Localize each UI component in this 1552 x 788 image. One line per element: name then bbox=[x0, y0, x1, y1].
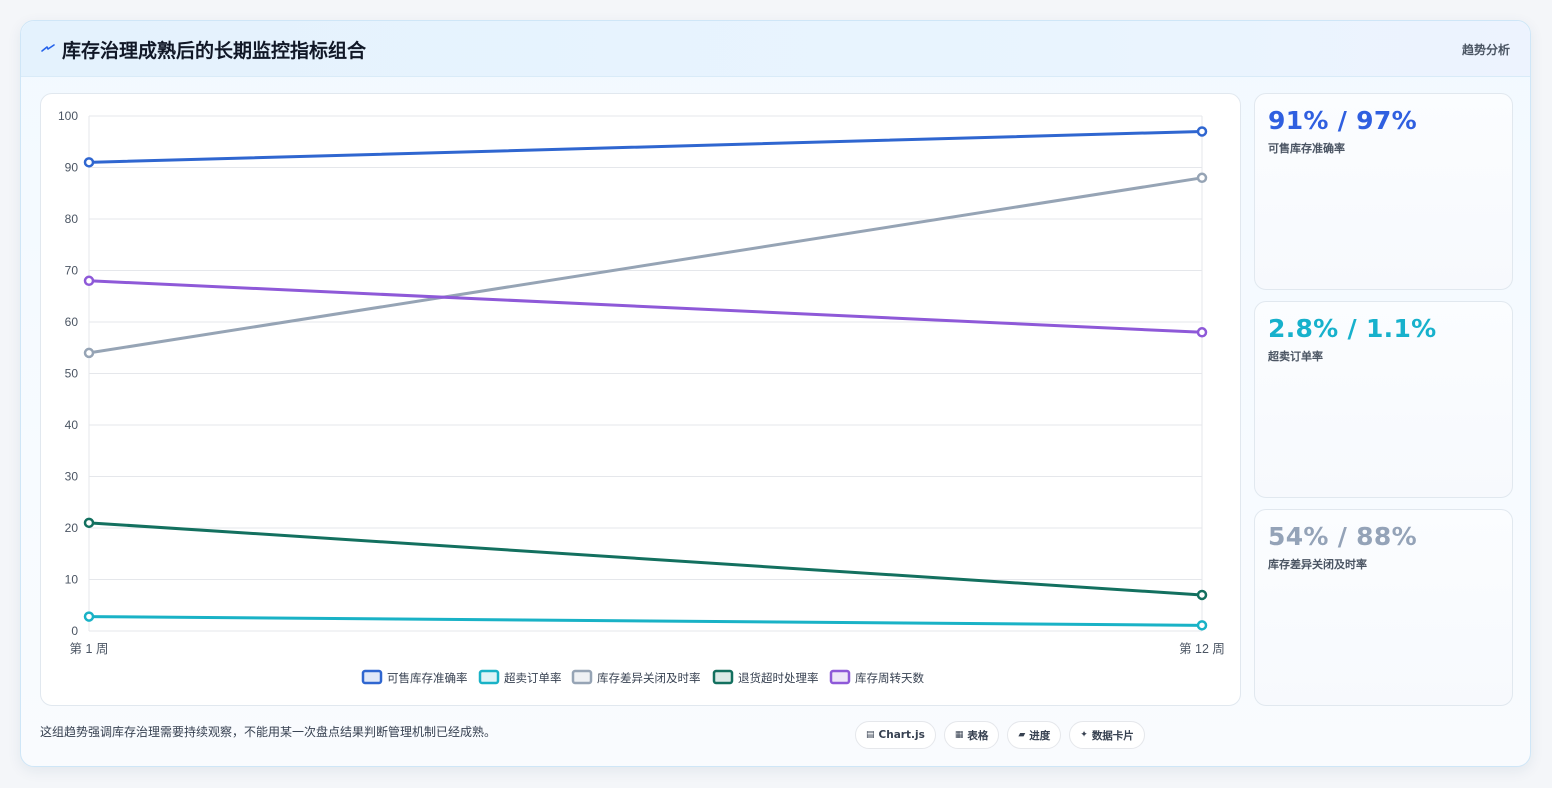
y-tick-label: 100 bbox=[58, 109, 78, 123]
data-point bbox=[83, 611, 95, 622]
stat-label: 库存差异关闭及时率 bbox=[1268, 558, 1367, 571]
pill-label: Chart.js bbox=[878, 729, 925, 741]
table-icon: ▦ bbox=[954, 730, 964, 740]
stat-value: 54% / 88% bbox=[1268, 522, 1417, 551]
legend-swatch bbox=[571, 669, 593, 685]
x-tick-label: 第 12 周 bbox=[1179, 642, 1225, 656]
stat-value: 91% / 97% bbox=[1268, 106, 1417, 135]
card-header: 库存治理成熟后的长期监控指标组合 趋势分析 bbox=[21, 21, 1530, 77]
y-tick-label: 0 bbox=[71, 624, 78, 638]
legend-swatch bbox=[712, 669, 734, 685]
y-tick-label: 40 bbox=[65, 418, 79, 432]
data-point bbox=[1196, 126, 1208, 137]
legend-swatch bbox=[829, 669, 851, 685]
pill-label: 进度 bbox=[1029, 729, 1051, 742]
stat-label: 超卖订单率 bbox=[1268, 350, 1323, 363]
table-pill[interactable]: ▦ 表格 bbox=[943, 721, 1000, 749]
sparkle-icon: ✦ bbox=[1080, 730, 1088, 740]
chart-panel: 0 10 20 30 40 50 60 70 80 90 100 第 1 周 第 12 周可售库存准确率… bbox=[40, 93, 1241, 706]
lightning-icon bbox=[41, 44, 55, 52]
progress-icon: ▰ bbox=[1018, 730, 1026, 740]
data-point bbox=[83, 347, 95, 359]
y-tick-label: 80 bbox=[65, 212, 79, 226]
y-tick-label: 60 bbox=[65, 315, 79, 329]
footnote: 这组趋势强调库存治理需要持续观察，不能用某一次盘点结果判断管理机制已经成熟。 bbox=[40, 725, 497, 739]
chart-icon: ▤ bbox=[866, 730, 875, 740]
series-line bbox=[87, 176, 1204, 355]
stat-card-accuracy: 91% / 97% 可售库存准确率 bbox=[1254, 93, 1513, 290]
stat-card-oversell: 2.8% / 1.1% 超卖订单率 bbox=[1254, 301, 1513, 498]
legend-label: 库存差异关闭及时率 bbox=[597, 671, 701, 685]
card-title: 库存治理成熟后的长期监控指标组合 bbox=[62, 40, 367, 62]
stat-value: 2.8% / 1.1% bbox=[1268, 314, 1437, 343]
legend-label: 退货超时处理率 bbox=[738, 671, 819, 685]
chart-legend: 可售库存准确率 超卖订单率 库存差异关闭及时率 退货超时处理率 库存周转天数 bbox=[361, 669, 924, 685]
legend-label: 超卖订单率 bbox=[504, 671, 562, 685]
legend-label: 库存周转天数 bbox=[855, 671, 924, 685]
stat-card-discrepancy: 54% / 88% 库存差异关闭及时率 bbox=[1254, 509, 1513, 706]
stat-label: 可售库存准确率 bbox=[1268, 142, 1345, 155]
legend-swatch bbox=[478, 669, 500, 685]
pill-label: 表格 bbox=[967, 729, 989, 742]
legend-label: 可售库存准确率 bbox=[387, 671, 468, 685]
data-point bbox=[83, 157, 95, 168]
data-point bbox=[1196, 589, 1208, 601]
dashboard-card: 库存治理成熟后的长期监控指标组合 趋势分析 0 10 20 30 40 50 60 70 80 9… bbox=[20, 20, 1531, 767]
pill-label: 数据卡片 bbox=[1091, 729, 1134, 742]
y-tick-label: 70 bbox=[65, 264, 79, 278]
series-line bbox=[87, 615, 1204, 627]
y-tick-label: 90 bbox=[65, 161, 79, 175]
data-card-pill[interactable]: ✦ 数据卡片 bbox=[1069, 721, 1145, 749]
data-point bbox=[1196, 620, 1208, 631]
legend-swatch bbox=[361, 669, 383, 685]
y-tick-label: 20 bbox=[65, 521, 79, 535]
series-line bbox=[87, 521, 1204, 597]
data-point bbox=[1196, 172, 1208, 184]
view-switcher: ▤ Chart.js ▦ 表格 ▰ 进度 ✦ 数据卡片 bbox=[855, 721, 1145, 749]
series-line bbox=[87, 279, 1204, 334]
data-point bbox=[83, 275, 95, 287]
data-point bbox=[1196, 327, 1208, 338]
analysis-tag[interactable]: 趋势分析 bbox=[1461, 43, 1510, 57]
series-line bbox=[87, 129, 1204, 164]
progress-pill[interactable]: ▰ 进度 bbox=[1007, 721, 1062, 749]
chartjs-pill[interactable]: ▤ Chart.js bbox=[855, 721, 936, 749]
line-chart: 0 10 20 30 40 50 60 70 80 90 100 第 1 周 第 12 周可售库存准确率… bbox=[58, 109, 1225, 685]
y-tick-label: 50 bbox=[65, 367, 79, 381]
data-point bbox=[83, 517, 95, 529]
y-tick-label: 10 bbox=[65, 573, 79, 587]
x-tick-label: 第 1 周 bbox=[70, 642, 109, 656]
y-tick-label: 30 bbox=[65, 470, 79, 484]
